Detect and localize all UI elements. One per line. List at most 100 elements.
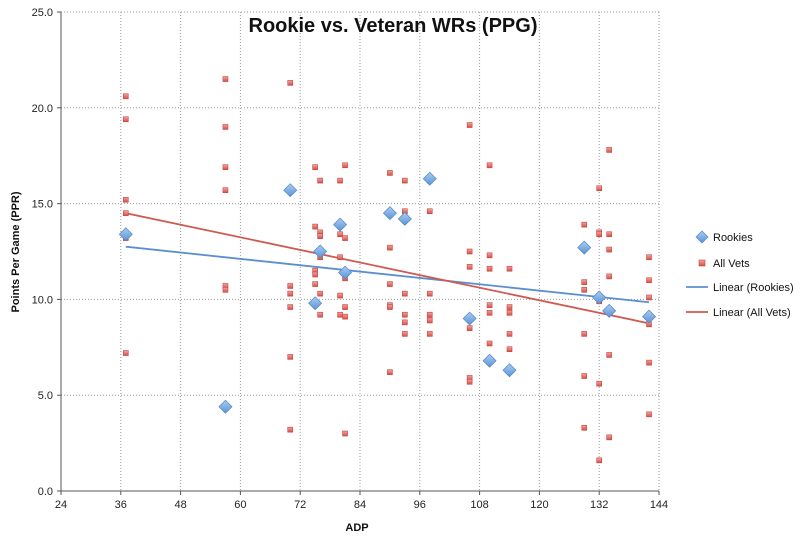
vet-point — [606, 434, 612, 441]
x-axis-title: ADP — [345, 522, 368, 534]
y-tick-label: 0.0 — [38, 486, 53, 498]
vet-point — [486, 252, 493, 259]
vet-point — [122, 196, 129, 203]
x-tick-label: 120 — [530, 499, 548, 511]
vet-point — [486, 310, 493, 316]
rookie-point — [308, 296, 323, 311]
points-layer — [118, 76, 657, 464]
y-tick-label: 15.0 — [32, 199, 53, 211]
trendline-all-vets — [125, 212, 650, 325]
rookie-point — [482, 353, 497, 368]
y-tick-label: 5.0 — [38, 390, 53, 402]
vet-point — [387, 170, 393, 176]
vet-point — [287, 304, 294, 310]
rookie-point — [397, 211, 412, 226]
vet-point — [581, 331, 588, 337]
rookie-point — [592, 290, 607, 305]
vet-point — [581, 221, 588, 228]
vet-point — [581, 287, 588, 293]
vet-point — [646, 294, 652, 301]
vet-point — [287, 354, 294, 360]
vet-point — [387, 244, 393, 251]
vet-point — [337, 231, 343, 238]
vet-point — [606, 147, 612, 153]
vet-point — [387, 369, 393, 376]
rookie-point — [118, 227, 133, 242]
vet-point — [486, 302, 493, 308]
rookie-point — [502, 363, 517, 378]
vet-point — [222, 164, 229, 170]
vet-point — [122, 210, 129, 216]
x-tick-label: 48 — [174, 499, 186, 511]
vet-point — [222, 124, 229, 130]
vet-point — [426, 317, 433, 324]
vet-point — [606, 231, 612, 238]
vet-point — [466, 264, 473, 270]
vet-point — [387, 281, 393, 287]
x-tick-label: 108 — [470, 499, 488, 511]
legend-swatch-rookies — [695, 230, 709, 244]
rookie-point — [382, 206, 397, 221]
x-tick-label: 36 — [115, 499, 127, 511]
vet-point — [646, 254, 652, 261]
vet-point — [581, 279, 588, 285]
trendline-layer — [125, 212, 650, 325]
vet-point — [337, 177, 343, 184]
y-tick-label: 20.0 — [32, 103, 53, 115]
vet-point — [337, 254, 343, 261]
vet-point — [581, 373, 588, 379]
vet-point — [122, 93, 129, 100]
vet-point — [486, 340, 493, 347]
vet-point — [426, 290, 433, 297]
x-tick-label: 60 — [234, 499, 246, 511]
vet-point — [646, 277, 652, 284]
vet-point — [646, 411, 652, 418]
vet-point — [317, 311, 323, 318]
x-tick-label: 96 — [414, 499, 426, 511]
legend-label: Linear (Rookies) — [713, 282, 794, 294]
y-tick-label: 25.0 — [32, 7, 53, 19]
vet-point — [317, 233, 323, 239]
vet-point — [506, 304, 513, 310]
vet-point — [342, 304, 348, 310]
rookie-point — [313, 244, 328, 259]
vet-point — [506, 310, 513, 316]
vet-point — [312, 281, 318, 287]
vet-point — [486, 265, 493, 272]
x-tick-label: 24 — [55, 499, 67, 511]
vet-point — [646, 359, 652, 366]
vet-point — [506, 331, 513, 337]
vet-point — [596, 185, 603, 192]
rookie-point — [283, 183, 298, 198]
rookie-point — [422, 171, 437, 186]
legend-label: Linear (All Vets) — [713, 307, 791, 319]
trendline-rookies — [125, 245, 650, 304]
vet-point — [342, 235, 348, 241]
vet-point — [342, 430, 348, 437]
vet-point — [606, 352, 612, 358]
vet-point — [317, 177, 323, 184]
axes-layer: 24 36 48 60 72 84 96 108 120 132 144 0.0 5.0 10.0 15.0… — [32, 7, 669, 511]
legend-label: All Vets — [713, 258, 750, 270]
vet-point — [287, 426, 294, 433]
rookie-point — [642, 309, 657, 324]
vet-point — [387, 304, 393, 310]
chart-title: Rookie vs. Veteran WRs (PPG) — [249, 15, 538, 37]
vet-point — [287, 80, 294, 86]
legend-label: Rookies — [713, 232, 753, 244]
vet-point — [312, 271, 318, 278]
legend-swatch-all-vets — [698, 259, 706, 267]
vet-point — [222, 76, 229, 82]
vet-point — [596, 380, 603, 387]
vet-point — [466, 378, 473, 385]
vet-point — [426, 208, 433, 215]
vet-point — [402, 290, 408, 297]
vet-point — [287, 283, 294, 289]
rookie-point — [218, 399, 233, 414]
vet-point — [287, 290, 294, 297]
vet-point — [402, 331, 408, 337]
vet-point — [222, 187, 229, 193]
rookie-point — [602, 303, 617, 318]
vet-point — [596, 457, 603, 464]
